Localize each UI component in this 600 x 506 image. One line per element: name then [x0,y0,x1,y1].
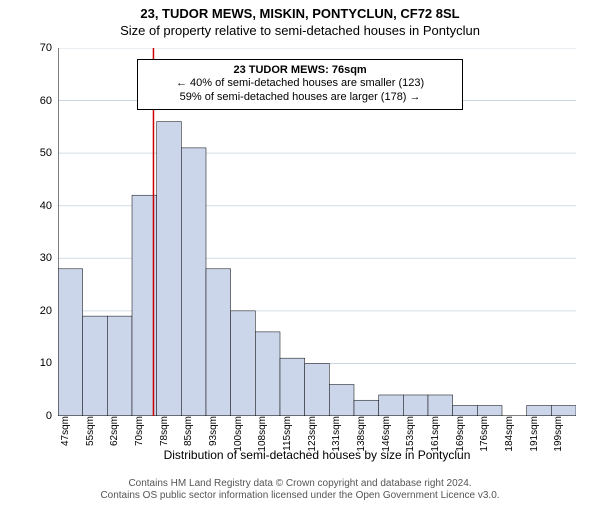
main-title: 23, TUDOR MEWS, MISKIN, PONTYCLUN, CF72 … [0,6,600,21]
sub-title: Size of property relative to semi-detach… [0,23,600,38]
x-tick-label: 191sqm [527,416,540,452]
x-tick-label: 85sqm [181,416,194,446]
x-tick-label: 176sqm [477,416,490,452]
x-tick-label: 138sqm [354,416,367,452]
footer-line-1: Contains HM Land Registry data © Crown c… [0,478,600,490]
y-tick-label: 30 [40,252,58,264]
x-tick-label: 70sqm [132,416,145,446]
chart-area: Number of semi-detached properties 01020… [58,48,576,416]
x-tick-label: 161sqm [428,416,441,452]
info-line-1: 23 TUDOR MEWS: 76sqm [146,64,454,78]
y-tick-label: 40 [40,200,58,212]
y-tick-label: 50 [40,147,58,159]
x-tick-label: 55sqm [83,416,96,446]
x-tick-label: 131sqm [329,416,342,452]
x-tick-label: 123sqm [305,416,318,452]
x-tick-label: 153sqm [403,416,416,452]
footer-line-2: Contains OS public sector information li… [0,490,600,502]
property-info-box: 23 TUDOR MEWS: 76sqm ← 40% of semi-detac… [137,59,463,110]
y-tick-label: 10 [40,357,58,369]
y-tick-label: 20 [40,305,58,317]
y-tick-label: 60 [40,95,58,107]
x-tick-label: 78sqm [157,416,170,446]
x-tick-label: 146sqm [379,416,392,452]
x-tick-label: 100sqm [231,416,244,452]
x-axis-label: Distribution of semi-detached houses by … [58,448,576,462]
x-tick-label: 184sqm [502,416,515,452]
y-tick-label: 70 [40,42,58,54]
x-tick-label: 47sqm [58,416,71,446]
x-tick-label: 169sqm [453,416,466,452]
info-line-2: ← 40% of semi-detached houses are smalle… [146,77,454,91]
footer-attribution: Contains HM Land Registry data © Crown c… [0,478,600,502]
x-tick-label: 93sqm [206,416,219,446]
x-tick-label: 62sqm [107,416,120,446]
x-tick-label: 199sqm [551,416,564,452]
y-tick-label: 0 [46,410,58,422]
x-tick-label: 115sqm [280,416,293,451]
x-tick-label: 108sqm [255,416,268,452]
info-line-3: 59% of semi-detached houses are larger (… [146,91,454,105]
